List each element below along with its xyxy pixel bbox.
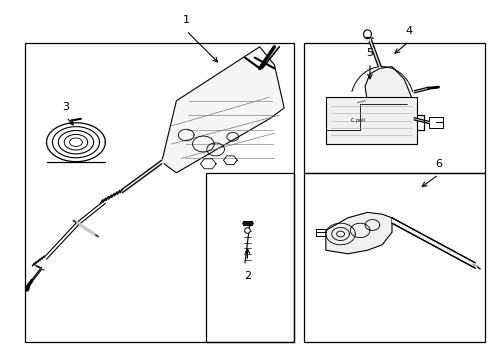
Bar	[24, 43, 294, 342]
Polygon shape	[326, 97, 416, 144]
Text: 6: 6	[435, 159, 442, 169]
Polygon shape	[162, 47, 284, 173]
Text: 3: 3	[63, 102, 70, 112]
Bar	[429, 117, 443, 128]
Polygon shape	[392, 218, 475, 268]
Text: 1: 1	[183, 15, 190, 25]
Text: C pull: C pull	[351, 118, 365, 123]
Bar	[206, 173, 294, 342]
Polygon shape	[326, 212, 392, 254]
Bar	[304, 173, 485, 342]
Bar	[304, 43, 485, 173]
Text: 5: 5	[367, 48, 373, 58]
Text: 4: 4	[406, 26, 413, 36]
Polygon shape	[365, 67, 414, 137]
Text: 2: 2	[244, 271, 251, 281]
